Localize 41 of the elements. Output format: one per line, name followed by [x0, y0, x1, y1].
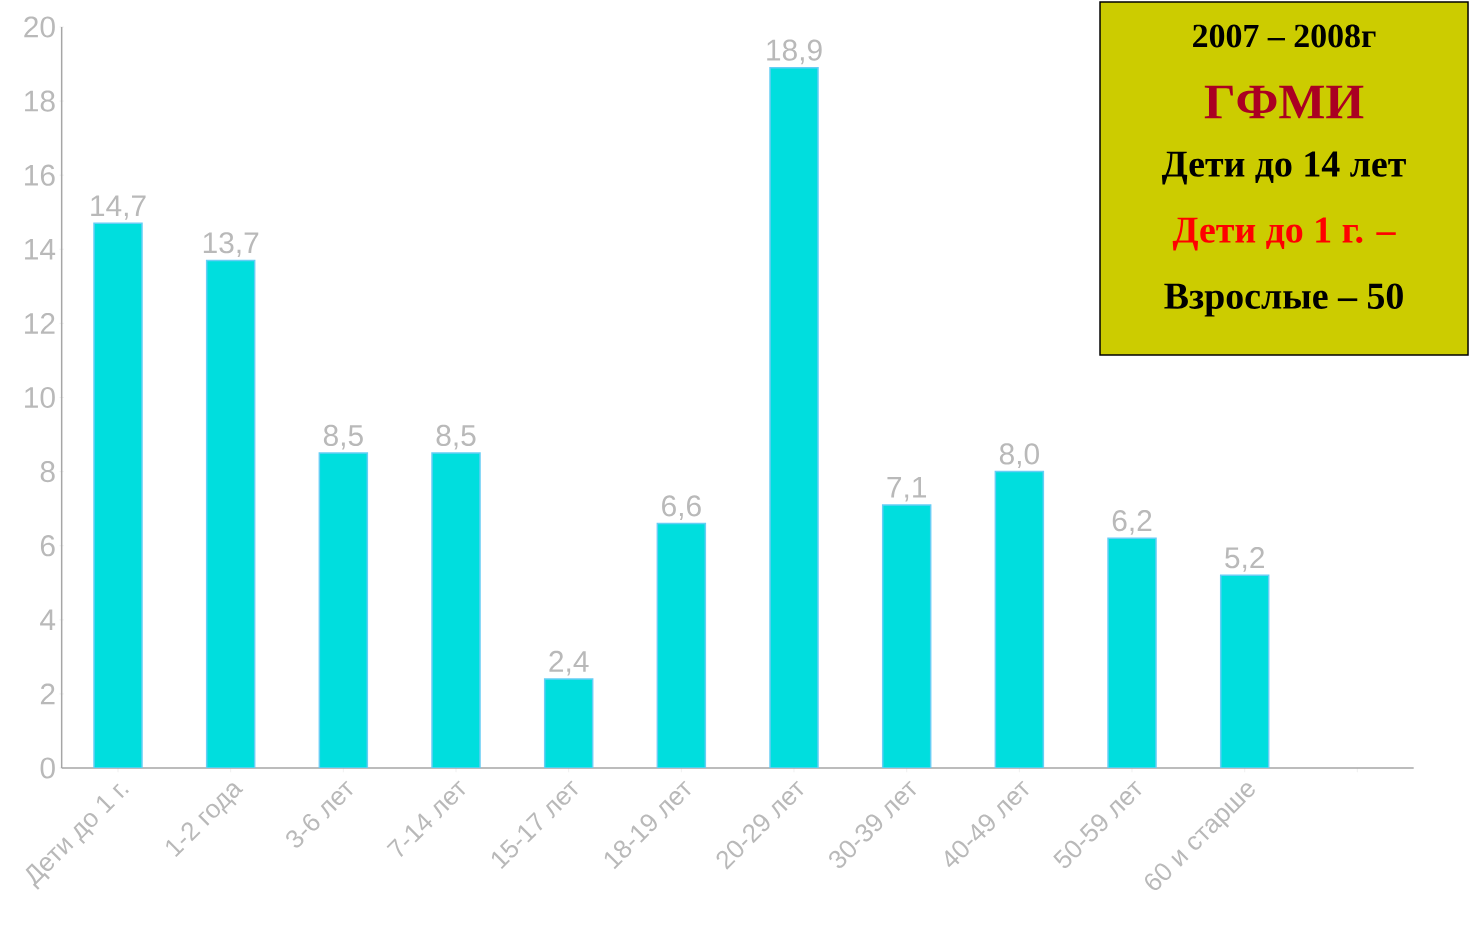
x-tick-label: 1-2 года	[166, 783, 244, 858]
data-label: 8,5	[323, 424, 363, 450]
data-label: 8,5	[436, 424, 476, 450]
data-label: 6,2	[1112, 510, 1152, 535]
bar	[769, 66, 819, 768]
bar	[1219, 574, 1270, 768]
bar	[656, 522, 707, 768]
data-label: 18,9	[767, 39, 822, 65]
y-tick-label: 12	[25, 312, 55, 334]
data-label: 6,6	[662, 495, 701, 520]
bar	[543, 678, 594, 768]
y-tick-label: 10	[25, 386, 55, 409]
y-tick-label: 6	[40, 535, 55, 557]
annotation: Взрослые – 50	[1164, 283, 1403, 317]
data-label: 7,1	[887, 477, 927, 502]
data-label: 8,0	[999, 443, 1039, 469]
bar	[205, 259, 256, 768]
annotation: 2007 – 2008г	[1193, 24, 1376, 48]
y-tick-label: 20	[24, 16, 55, 38]
bar	[1107, 537, 1157, 768]
y-tick-label: 18	[25, 90, 55, 112]
y-tick-label: 0	[40, 757, 55, 779]
x-tick-label: 3-6 лет	[286, 780, 353, 848]
data-label: 2,4	[549, 650, 589, 676]
data-label: 14,7	[91, 195, 146, 220]
bar	[994, 470, 1045, 768]
bar	[881, 504, 932, 768]
data-label: 5,2	[1225, 547, 1264, 572]
y-tick-label: 4	[40, 609, 56, 631]
y-tick-label: 14	[25, 239, 56, 260]
y-tick-label: 2	[40, 683, 55, 705]
annotation: ГФМИ	[1204, 85, 1364, 119]
y-tick-label: 8	[40, 461, 55, 483]
annotation: Дети до 1 г. –	[1172, 217, 1396, 251]
data-label: 13,7	[203, 232, 259, 257]
bar	[318, 452, 369, 768]
x-tick-label: 7-14 лет	[386, 780, 466, 857]
bar	[93, 222, 143, 768]
annotation: Дети до 14 лет	[1161, 151, 1406, 185]
bar	[431, 452, 481, 768]
y-tick-label: 16	[25, 164, 55, 186]
